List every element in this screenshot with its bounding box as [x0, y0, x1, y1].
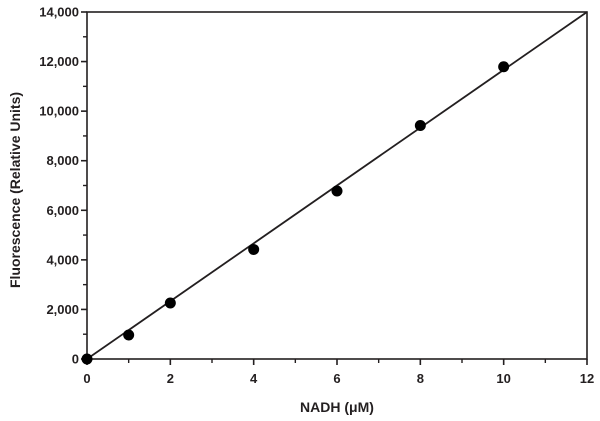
data-point [123, 329, 135, 341]
x-tick-label: 2 [167, 371, 174, 386]
y-tick-label: 4,000 [46, 252, 79, 267]
data-point [414, 120, 426, 132]
y-tick-label: 14,000 [39, 5, 79, 20]
data-points [81, 61, 510, 365]
x-axis-title: NADH (μM) [300, 399, 374, 415]
x-axis-ticks: 0 2 4 6 8 10 12 [83, 359, 594, 386]
data-point [331, 185, 343, 197]
data-point [164, 297, 176, 309]
y-tick-label: 8,000 [46, 153, 79, 168]
plot-frame [86, 11, 588, 360]
data-point [498, 61, 510, 73]
y-axis-title: Fluorescence (Relative Units) [7, 92, 23, 288]
x-tick-label: 10 [496, 371, 510, 386]
data-point [248, 243, 260, 255]
data-point [81, 353, 93, 365]
x-tick-label: 6 [333, 371, 340, 386]
x-tick-label: 4 [250, 371, 258, 386]
y-tick-label: 6,000 [46, 203, 79, 218]
x-tick-label: 8 [417, 371, 424, 386]
y-tick-label: 12,000 [39, 54, 79, 69]
y-tick-label: 10,000 [39, 104, 79, 119]
y-tick-label: 2,000 [46, 302, 79, 317]
y-axis-ticks: 0 2,000 4,000 6,000 8,000 10,000 12,000 14,000 [39, 5, 87, 367]
y-tick-label: 0 [72, 352, 79, 367]
x-tick-label: 12 [580, 371, 594, 386]
x-tick-label: 0 [83, 371, 90, 386]
